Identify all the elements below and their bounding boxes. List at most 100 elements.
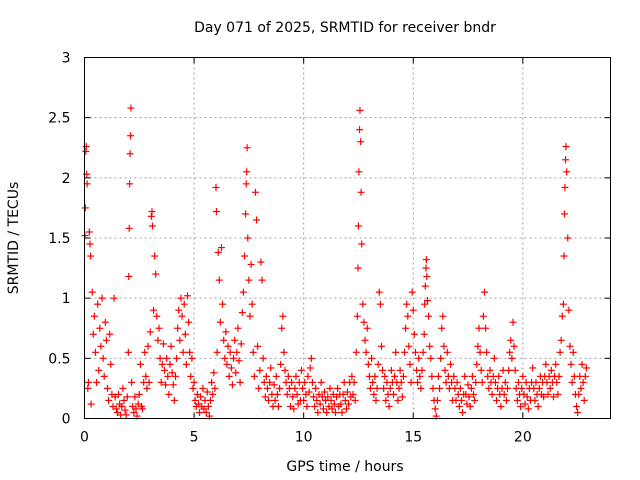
data-point <box>142 372 150 380</box>
data-point <box>423 297 431 305</box>
data-point <box>288 378 296 386</box>
data-point <box>331 408 339 416</box>
data-point <box>178 312 186 320</box>
data-point <box>399 372 407 380</box>
data-point <box>203 388 211 396</box>
data-point <box>434 372 442 380</box>
data-point <box>502 396 510 404</box>
data-point <box>141 348 149 356</box>
data-point <box>81 204 89 212</box>
data-point <box>314 408 322 416</box>
data-point <box>554 390 562 398</box>
data-point <box>514 378 522 386</box>
data-point <box>148 222 156 230</box>
data-point <box>90 312 98 320</box>
data-point <box>153 312 161 320</box>
data-point <box>495 372 503 380</box>
data-point <box>251 188 259 196</box>
data-point <box>532 378 540 386</box>
data-point <box>164 372 172 380</box>
data-point <box>219 300 227 308</box>
data-point <box>566 342 574 350</box>
data-point <box>461 372 469 380</box>
data-point <box>216 318 224 326</box>
data-point <box>391 372 399 380</box>
data-point <box>238 309 246 317</box>
data-point <box>176 336 184 344</box>
data-point <box>154 336 162 344</box>
data-point <box>217 244 225 252</box>
data-point <box>373 384 381 392</box>
data-point <box>475 324 483 332</box>
data-point <box>398 393 406 401</box>
data-point <box>185 318 193 326</box>
data-point <box>552 360 560 368</box>
y-tick-label: 1.5 <box>48 231 70 247</box>
data-point <box>493 396 501 404</box>
data-point <box>483 348 491 356</box>
data-point <box>98 294 106 302</box>
data-point <box>350 378 358 386</box>
data-point <box>490 354 498 362</box>
data-point <box>482 324 490 332</box>
data-point <box>232 369 240 377</box>
data-point <box>480 288 488 296</box>
data-point <box>437 354 445 362</box>
data-point <box>506 348 514 356</box>
data-point <box>312 384 320 392</box>
data-point <box>112 405 120 413</box>
y-tick-label: 0 <box>62 412 71 428</box>
data-point <box>270 381 278 389</box>
data-point <box>186 348 194 356</box>
data-point <box>101 318 109 326</box>
data-point <box>403 300 411 308</box>
data-point <box>455 402 463 410</box>
data-point <box>387 366 395 374</box>
data-point <box>553 378 561 386</box>
data-point <box>256 366 264 374</box>
data-point <box>121 406 129 414</box>
data-point <box>466 402 474 410</box>
data-point <box>523 393 531 401</box>
data-point <box>338 408 346 416</box>
data-point <box>170 396 178 404</box>
data-point <box>191 396 199 404</box>
data-point <box>255 384 263 392</box>
data-point <box>223 360 231 368</box>
data-point <box>422 256 430 264</box>
data-point <box>236 378 244 386</box>
data-point <box>503 384 511 392</box>
data-point <box>179 348 187 356</box>
data-point <box>377 342 385 350</box>
data-point <box>575 390 583 398</box>
data-point <box>563 168 571 176</box>
data-point <box>145 378 153 386</box>
data-point <box>230 354 238 362</box>
data-point <box>379 366 387 374</box>
data-point <box>414 378 422 386</box>
x-axis-label: GPS time / hours <box>286 459 403 475</box>
data-point <box>290 405 298 413</box>
data-point <box>421 282 429 290</box>
data-point <box>272 372 280 380</box>
data-point <box>438 324 446 332</box>
y-tick-label: 2 <box>62 171 71 187</box>
data-point <box>87 400 95 408</box>
data-point <box>569 348 577 356</box>
data-point <box>82 143 90 151</box>
data-point <box>281 366 289 374</box>
data-point <box>106 330 114 338</box>
data-point <box>215 276 223 284</box>
data-point <box>459 408 467 416</box>
data-point <box>211 384 219 392</box>
data-point <box>382 396 390 404</box>
data-point <box>221 354 229 362</box>
data-point <box>123 393 131 401</box>
data-point <box>245 276 253 284</box>
data-point <box>361 336 369 344</box>
data-point <box>531 396 539 404</box>
data-point <box>246 312 254 320</box>
data-point <box>371 372 379 380</box>
data-point <box>294 400 302 408</box>
data-point <box>529 364 537 372</box>
